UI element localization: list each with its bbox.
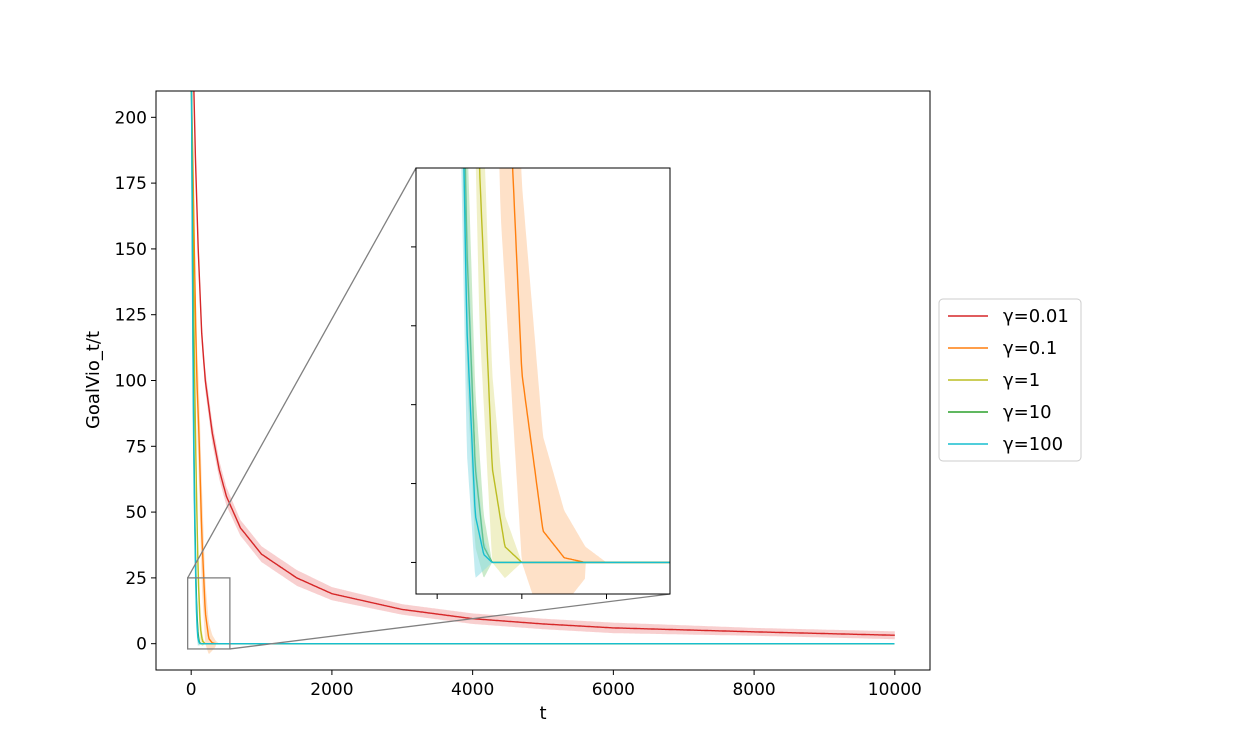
- zoom-connector-line: [187, 167, 417, 579]
- legend-label: γ=0.1: [1003, 338, 1057, 359]
- x-tick-label: 8000: [732, 680, 775, 700]
- y-tick-label: 175: [115, 174, 147, 194]
- y-tick-label: 75: [125, 437, 147, 457]
- y-axis-label: GoalVio_t/t: [83, 331, 104, 429]
- x-axis-label: t: [539, 703, 546, 724]
- y-tick-label: 25: [125, 569, 147, 589]
- x-tick-label: 6000: [592, 680, 635, 700]
- legend-label: γ=100: [1003, 434, 1063, 455]
- series-line: [463, 168, 670, 564]
- legend-label: γ=10: [1003, 402, 1052, 423]
- x-tick-label: 2000: [310, 680, 353, 700]
- confidence-band: [475, 168, 670, 578]
- zoom-indicator-box: [187, 577, 231, 650]
- legend: γ=0.01 γ=0.1 γ=1 γ=10 γ=100: [938, 298, 1082, 462]
- y-tick-label: 200: [115, 108, 147, 128]
- main-plot-area: 0 2000 4000 6000 8000 10000 0 25 50 75 100 125 150 1…: [115, 90, 931, 700]
- legend-box: [938, 298, 1082, 462]
- inset-plot: [411, 167, 671, 599]
- y-tick-label: 100: [115, 372, 147, 392]
- zoom-connector-line: [229, 593, 671, 650]
- confidence-band: [499, 168, 670, 594]
- x-tick-label: 4000: [451, 680, 494, 700]
- confidence-band: [461, 168, 670, 578]
- series-line: [193, 91, 895, 636]
- y-tick-label: 0: [136, 635, 147, 655]
- y-tick-label: 150: [115, 240, 147, 260]
- inset-axes-frame: [415, 167, 671, 595]
- legend-label: γ=1: [1003, 370, 1040, 391]
- x-tick-label: 0: [186, 680, 197, 700]
- y-tick-label: 125: [115, 306, 147, 326]
- series-line: [190, 91, 895, 645]
- x-tick-label: 10000: [868, 680, 922, 700]
- legend-label: γ=0.01: [1003, 306, 1069, 327]
- y-tick-label: 50: [125, 503, 147, 523]
